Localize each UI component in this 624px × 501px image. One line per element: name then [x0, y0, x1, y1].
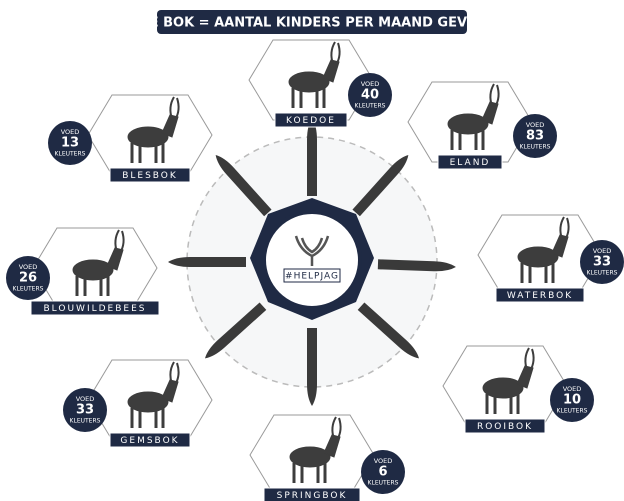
animal-label: GEMSBOK: [120, 436, 179, 446]
badge-bottom: KLEUTERS: [368, 480, 399, 487]
badge-number: 10: [563, 393, 581, 408]
bullet-shape: [307, 328, 317, 406]
bullet: [307, 118, 317, 196]
badge-bottom: KLEUTERS: [70, 418, 101, 425]
badge-number: 6: [378, 465, 387, 480]
badge-bottom: KLEUTERS: [355, 103, 386, 110]
bullet-shape: [307, 118, 317, 196]
animal-label: KOEDOE: [286, 116, 336, 126]
badge-number: 33: [593, 255, 611, 270]
bullet: [307, 328, 317, 406]
animal-label: SPRINGBOK: [277, 491, 348, 501]
bullet-shape: [168, 257, 246, 267]
badge-number: 13: [61, 136, 79, 151]
badge-number: 33: [76, 403, 94, 418]
badge-bottom: KLEUTERS: [587, 270, 618, 277]
badge-bottom: KLEUTERS: [13, 286, 44, 293]
animal-label: ELAND: [450, 158, 491, 168]
badge-number: 83: [526, 129, 544, 144]
center-label: #HELPJAG: [285, 272, 339, 282]
bullet: [168, 257, 246, 267]
animal-label: WATERBOK: [507, 291, 573, 301]
badge-bottom: KLEUTERS: [557, 408, 588, 415]
badge-number: 40: [361, 88, 379, 103]
animal-label: ROOIBOK: [477, 422, 533, 432]
badge-number: 26: [19, 271, 37, 286]
badge-bottom: KLEUTERS: [520, 144, 551, 151]
animal-label: BLESBOK: [122, 171, 178, 181]
animal-label: BLOUWILDEBEES: [44, 304, 147, 314]
title: TIPE BOK = AANTAL KINDERS PER MAAND GEVO…: [126, 16, 497, 31]
infographic: TIPE BOK = AANTAL KINDERS PER MAAND GEVO…: [0, 0, 624, 501]
badge-bottom: KLEUTERS: [55, 151, 86, 158]
